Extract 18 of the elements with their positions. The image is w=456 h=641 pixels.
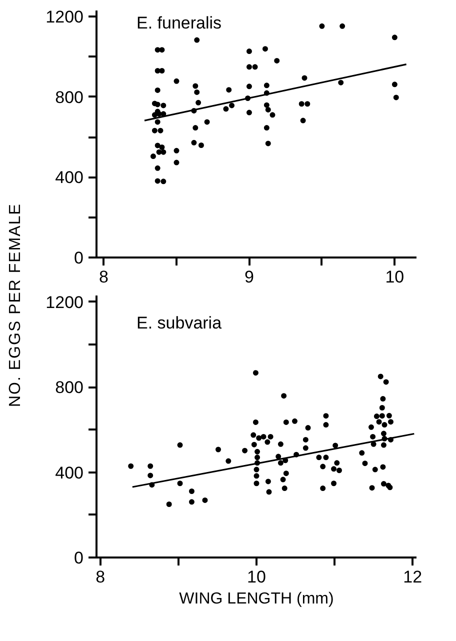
y-tick-label: 0: [74, 548, 84, 568]
annotation: E. funeralis: [136, 14, 222, 32]
x-tick-label: 10: [247, 568, 266, 586]
x-tick-label: 10: [385, 268, 404, 286]
annotation: E. subvaria: [136, 314, 222, 332]
y-tick-label: 800: [55, 88, 84, 107]
x-tick-label: 12: [403, 568, 422, 586]
y-tick-label: 800: [55, 378, 84, 398]
x-axis-title: WING LENGTH (mm): [179, 590, 334, 608]
x-tick-label: 8: [99, 268, 109, 286]
y-tick-label: 1200: [46, 292, 84, 312]
x-tick-label: 8: [96, 568, 106, 586]
y-tick-label: 400: [55, 463, 84, 482]
y-tick-label: 0: [74, 248, 84, 268]
y-tick-label: 1200: [46, 8, 84, 27]
x-tick-label: 9: [244, 268, 254, 286]
y-tick-label: 400: [55, 168, 84, 188]
y-axis-title: NO. EGGS PER FEMALE: [6, 203, 25, 407]
